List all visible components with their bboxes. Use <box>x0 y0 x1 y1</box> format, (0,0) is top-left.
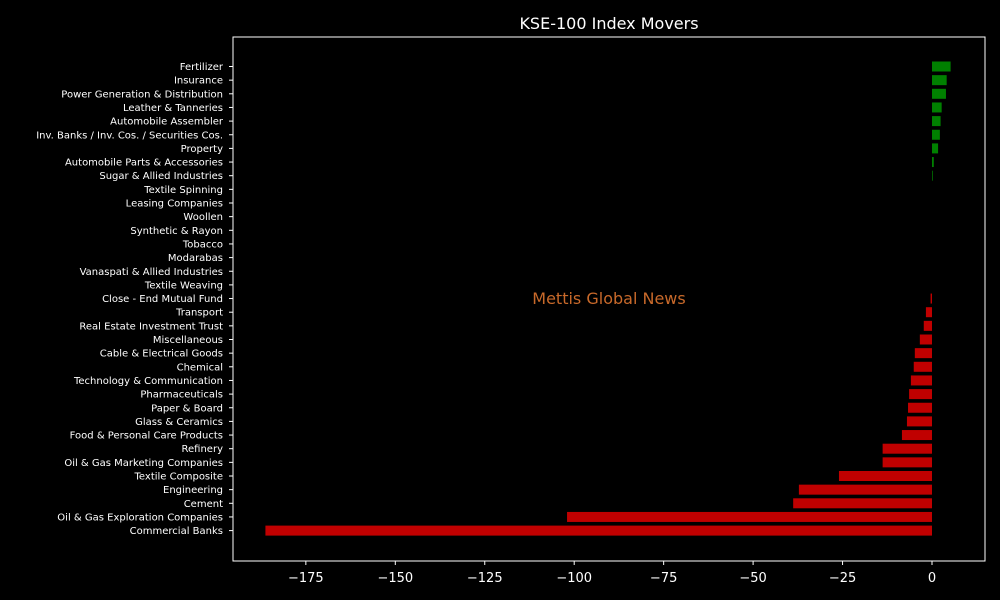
y-tick-label: Oil & Gas Marketing Companies <box>64 458 223 469</box>
bar-pharmaceuticals <box>909 389 932 400</box>
y-tick-label: Leasing Companies <box>126 199 223 210</box>
bar-close-end-mutual-fund <box>930 293 932 304</box>
bar-chemical <box>913 361 932 372</box>
y-tick-label: Transport <box>175 308 223 319</box>
bar-power-generation-distribution <box>932 88 946 99</box>
y-tick-label: Glass & Ceramics <box>135 417 223 428</box>
category-labels-group: Fertilizer Insurance Power Generation & Di… <box>36 62 233 537</box>
y-tick-label: Miscellaneous <box>153 335 223 346</box>
bar-oil-gas-exploration-companies <box>567 511 932 522</box>
bar-commercial-banks <box>265 525 933 536</box>
y-tick-label: Food & Personal Care Products <box>70 431 223 442</box>
y-tick-label: Synthetic & Rayon <box>130 226 223 237</box>
bar-oil-gas-marketing-companies <box>882 457 932 468</box>
bar-insurance <box>932 75 947 86</box>
x-tick-label: −100 <box>556 571 592 586</box>
bar-cable-electrical-goods <box>914 348 932 359</box>
x-tick-label: 0 <box>928 571 936 586</box>
bar-sugar-allied-industries <box>932 170 933 181</box>
y-tick-label: Refinery <box>182 444 224 455</box>
bar-fertilizer <box>932 61 951 72</box>
chart-title: KSE-100 Index Movers <box>519 14 698 33</box>
bar-refinery <box>882 443 932 454</box>
y-tick-label: Real Estate Investment Trust <box>79 321 223 332</box>
y-tick-label: Textile Composite <box>134 472 223 483</box>
y-tick-label: Property <box>181 144 223 155</box>
y-tick-label: Chemical <box>177 362 223 373</box>
x-axis-ticks-group: −175 −150 −125 −100 −75 −50 −25 0 <box>288 561 936 586</box>
y-tick-label: Inv. Banks / Inv. Cos. / Securities Cos. <box>36 130 223 141</box>
bar-miscellaneous <box>919 334 932 345</box>
y-tick-label: Tobacco <box>182 239 223 250</box>
y-tick-label: Sugar & Allied Industries <box>99 171 223 182</box>
y-tick-label: Engineering <box>163 485 223 496</box>
bar-leather-tanneries <box>932 102 942 113</box>
y-tick-label: Automobile Assembler <box>110 117 224 128</box>
bars-group <box>265 61 951 536</box>
x-tick-label: −175 <box>288 571 324 586</box>
bar-food-personal-care-products <box>901 430 932 441</box>
y-tick-label: Woollen <box>183 212 223 223</box>
y-tick-label: Commercial Banks <box>130 526 223 537</box>
bar-engineering <box>798 484 932 495</box>
x-tick-label: −25 <box>829 571 856 586</box>
y-tick-label: Oil & Gas Exploration Companies <box>57 512 223 523</box>
y-tick-label: Insurance <box>174 76 223 87</box>
bar-automobile-assembler <box>932 116 941 127</box>
bar-cement <box>793 498 932 509</box>
y-tick-label: Power Generation & Distribution <box>61 89 223 100</box>
x-tick-label: −50 <box>739 571 766 586</box>
y-tick-label: Textile Weaving <box>144 280 223 291</box>
x-tick-label: −125 <box>467 571 503 586</box>
y-tick-label: Vanaspati & Allied Industries <box>80 267 223 278</box>
bar-inv-banks-inv-cos-securities-cos <box>932 129 940 140</box>
x-tick-label: −150 <box>377 571 413 586</box>
bar-automobile-parts-accessories <box>932 157 934 168</box>
y-tick-label: Cement <box>184 499 223 510</box>
y-tick-label: Textile Spinning <box>143 185 223 196</box>
bar-transport <box>925 307 932 318</box>
bar-real-estate-investment-trust <box>923 320 932 331</box>
watermark-text: Mettis Global News <box>532 289 685 308</box>
bar-glass-ceramics <box>906 416 932 427</box>
y-tick-label: Technology & Communication <box>73 376 223 387</box>
y-tick-label: Paper & Board <box>151 403 223 414</box>
y-tick-label: Pharmaceuticals <box>140 390 223 401</box>
bar-property <box>932 143 939 154</box>
bar-paper-board <box>908 402 932 413</box>
y-tick-label: Leather & Tanneries <box>123 103 223 114</box>
bar-textile-composite <box>838 471 932 481</box>
bar-technology-communication <box>910 375 932 386</box>
y-tick-label: Close - End Mutual Fund <box>102 294 223 305</box>
y-tick-label: Fertilizer <box>180 62 224 73</box>
y-tick-label: Cable & Electrical Goods <box>100 349 223 360</box>
y-tick-label: Automobile Parts & Accessories <box>65 158 223 169</box>
x-tick-label: −75 <box>650 571 677 586</box>
y-tick-label: Modarabas <box>168 253 223 264</box>
